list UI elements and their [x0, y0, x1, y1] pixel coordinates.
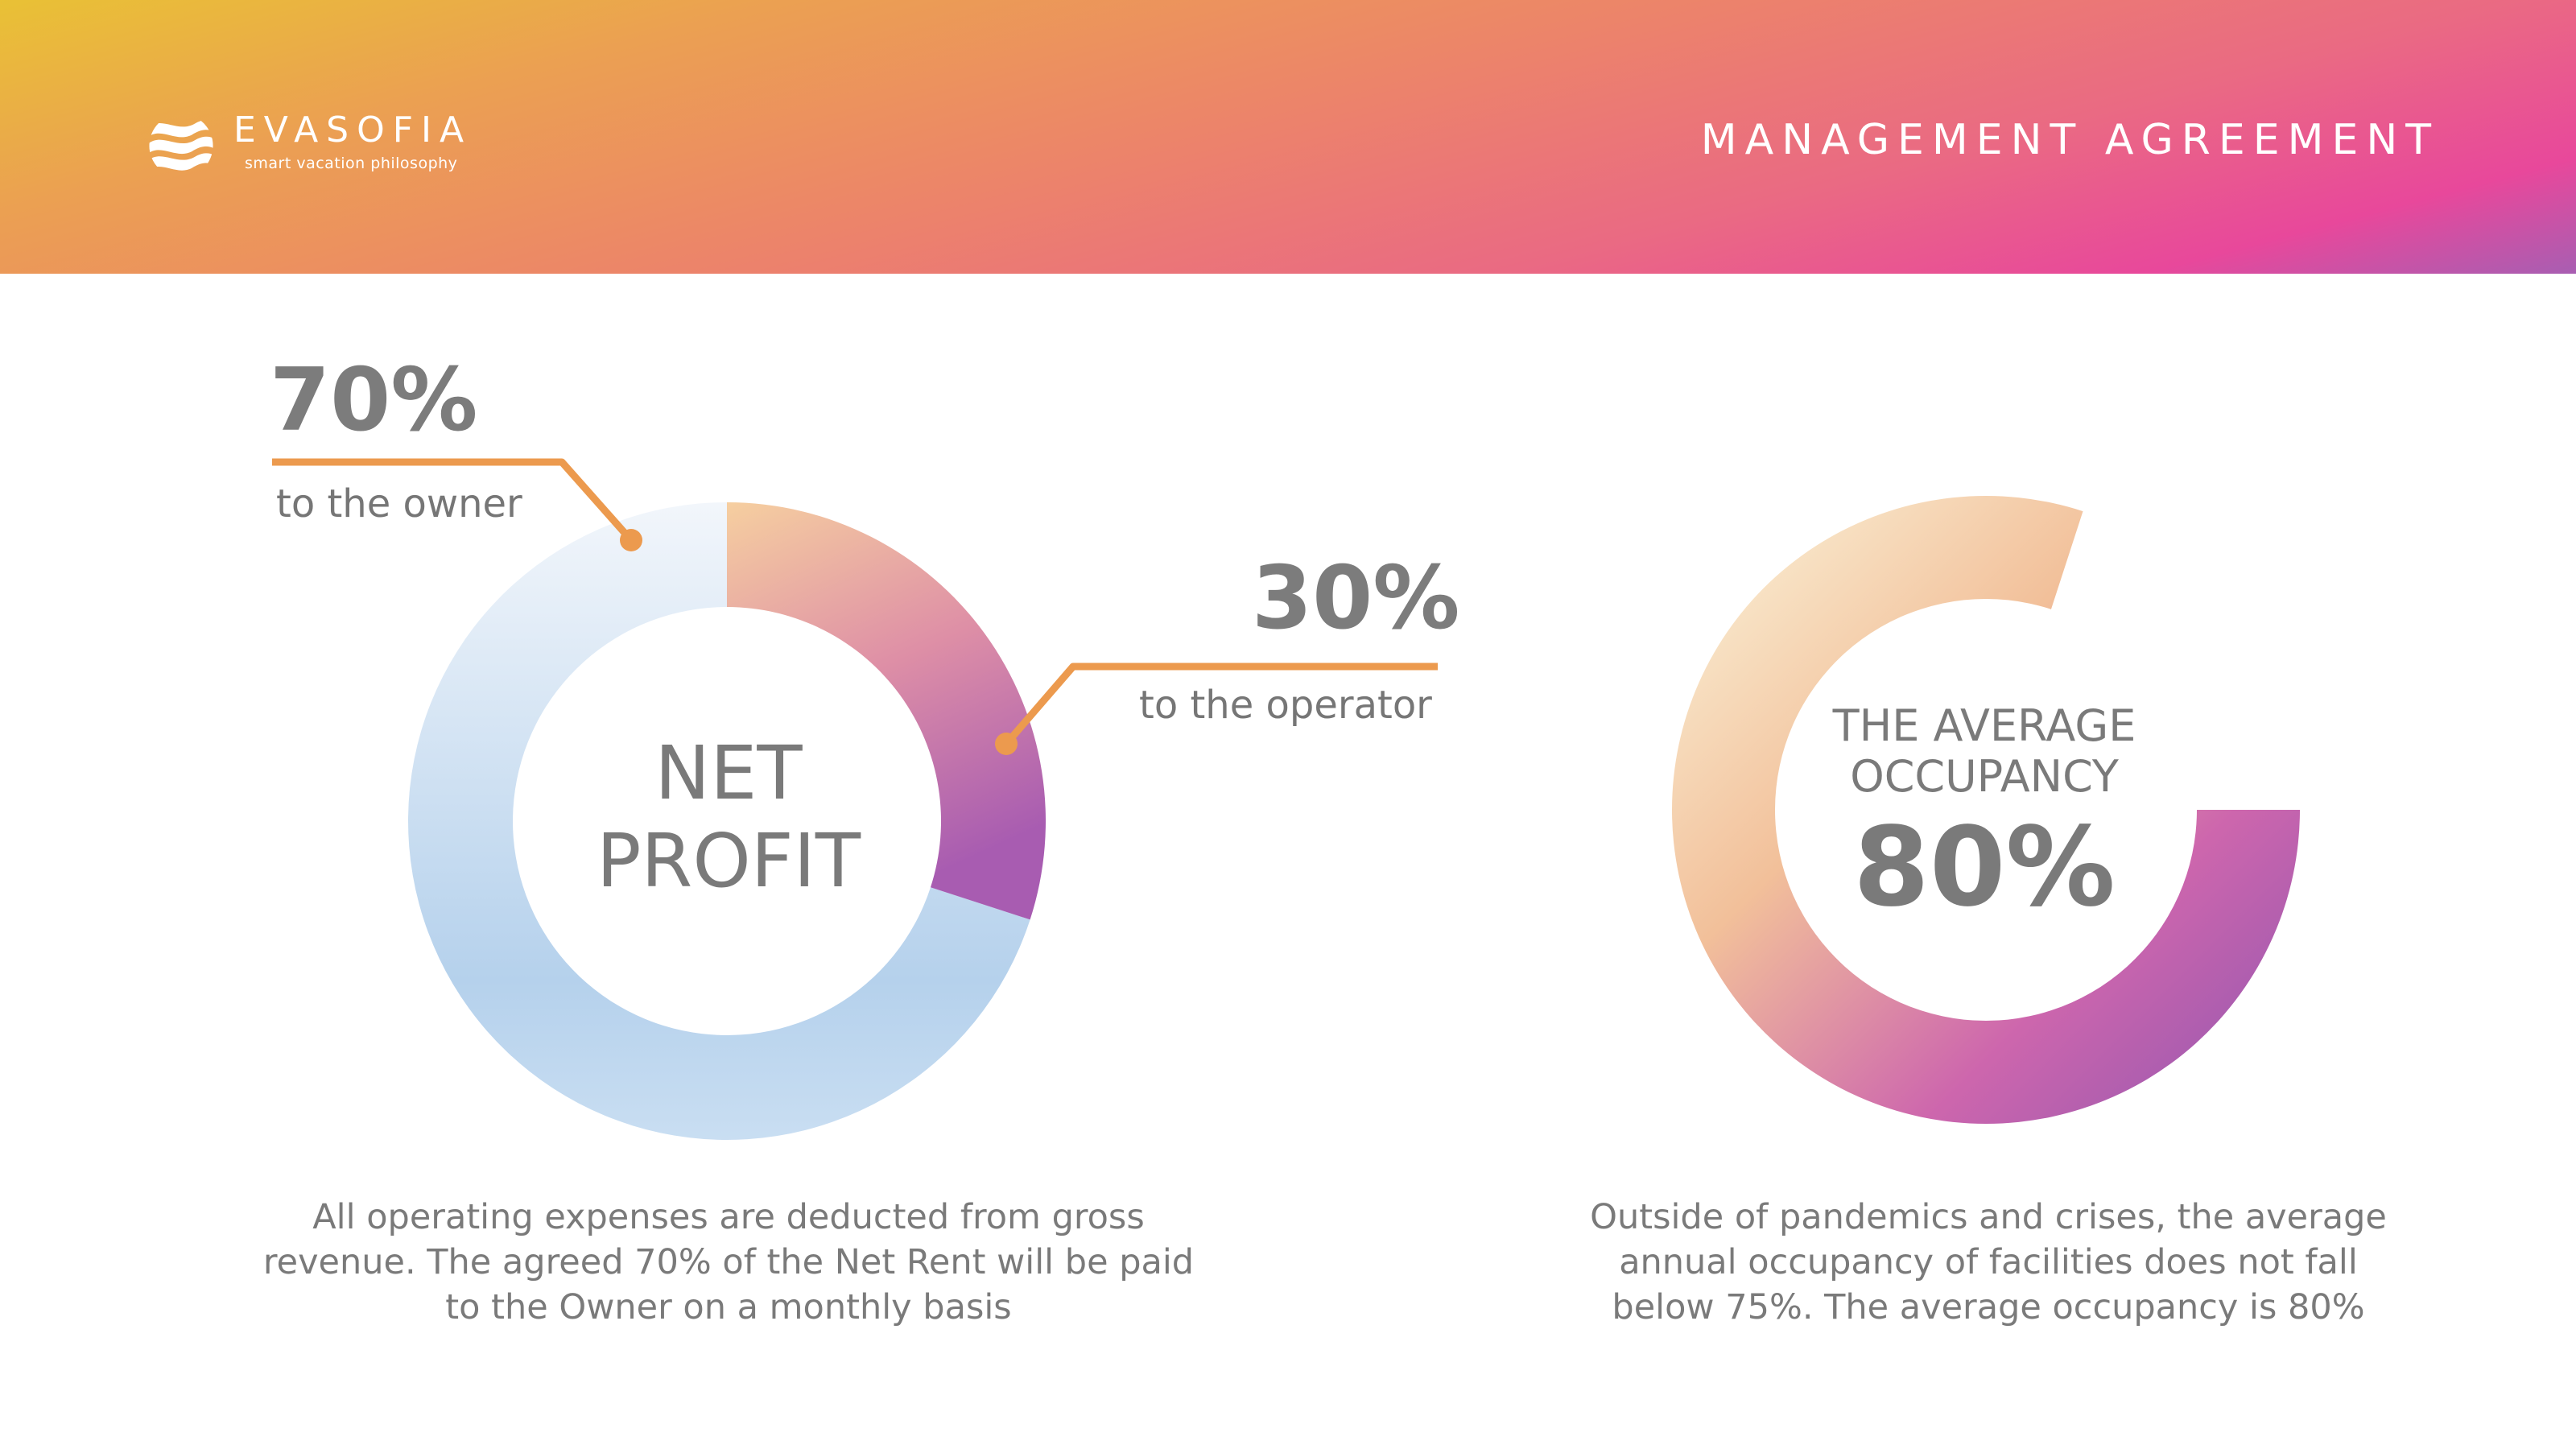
occupancy-value: 80% — [1853, 804, 2116, 931]
occupancy-title: THE AVERAGE OCCUPANCY — [1832, 700, 2136, 803]
brand-name: EVASOFIA — [233, 109, 473, 151]
net-profit-title: NET PROFIT — [507, 729, 950, 906]
owner-percent: 70% — [270, 350, 478, 451]
operator-label: to the operator — [1139, 683, 1432, 728]
operator-leader-dot — [995, 733, 1018, 755]
owner-label: to the owner — [276, 481, 522, 526]
operator-percent: 30% — [1252, 548, 1460, 649]
owner-share-arc — [407, 502, 1030, 1140]
net-profit-description: All operating expenses are deducted from… — [262, 1197, 1195, 1327]
net-profit-line-2: PROFIT — [596, 818, 861, 905]
brand-tagline: smart vacation philosophy — [245, 155, 458, 172]
occupancy-arc — [1672, 496, 2300, 1124]
occupancy-description: Outside of pandemics and crises, the ave… — [1590, 1197, 2387, 1327]
wave-sphere-icon — [149, 120, 213, 171]
operator-share-arc — [727, 502, 1046, 920]
net-profit-line-1: NET — [654, 730, 803, 816]
owner-leader-dot — [620, 529, 642, 551]
owner-leader-line — [272, 458, 634, 543]
page-title: MANAGEMENT AGREEMENT — [1700, 116, 2439, 164]
operator-leader-line — [1003, 663, 1438, 746]
header-banner: EVASOFIA smart vacation philosophy MANAG… — [0, 0, 2576, 274]
